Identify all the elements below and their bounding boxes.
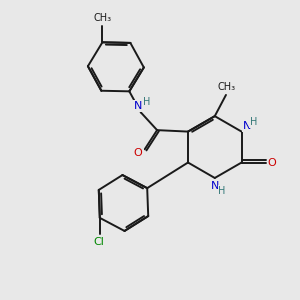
Text: Cl: Cl [94, 237, 105, 247]
Text: CH₃: CH₃ [93, 13, 112, 23]
Text: N: N [134, 101, 142, 111]
Text: H: H [250, 117, 258, 127]
Text: O: O [134, 148, 142, 158]
Text: N: N [243, 121, 251, 131]
Text: H: H [218, 186, 226, 196]
Text: CH₃: CH₃ [218, 82, 236, 92]
Text: H: H [143, 97, 151, 107]
Text: N: N [211, 181, 219, 191]
Text: O: O [268, 158, 277, 167]
